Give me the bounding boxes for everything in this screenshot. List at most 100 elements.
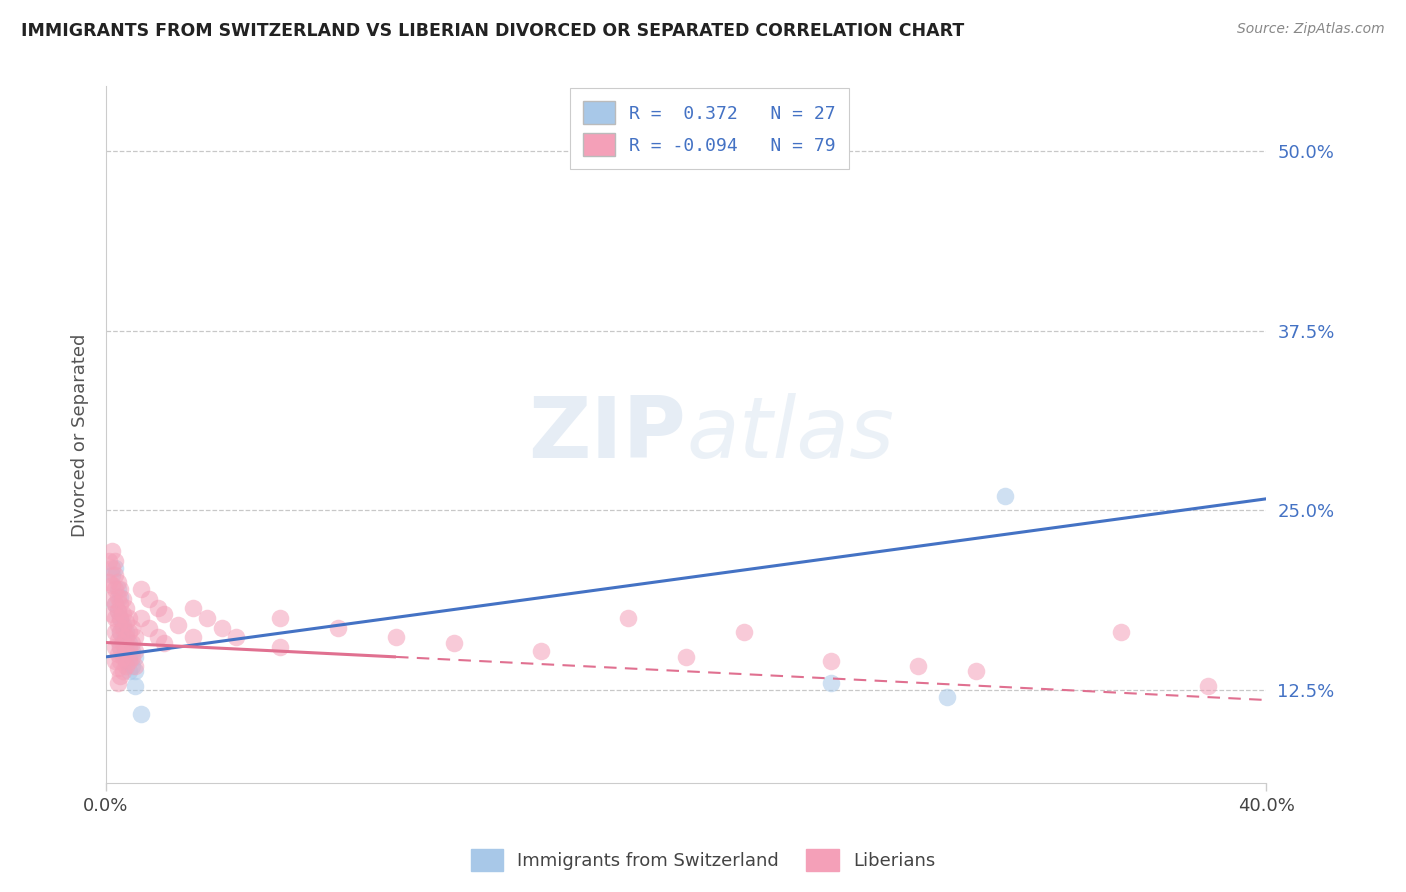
Point <box>107 647 129 661</box>
Point <box>104 625 127 640</box>
Point <box>118 649 141 664</box>
Point <box>121 621 143 635</box>
Point <box>104 597 127 611</box>
Point <box>107 590 129 604</box>
Point <box>115 644 138 658</box>
Point <box>107 575 129 590</box>
Point <box>112 607 135 621</box>
Point <box>530 644 553 658</box>
Point <box>124 679 146 693</box>
Point <box>225 630 247 644</box>
Point <box>1109 625 1132 640</box>
Y-axis label: Divorced or Separated: Divorced or Separated <box>72 334 89 537</box>
Point <box>675 649 697 664</box>
Point <box>124 649 146 664</box>
Point <box>118 665 141 679</box>
Point <box>129 582 152 597</box>
Point <box>110 668 132 682</box>
Point <box>138 592 160 607</box>
Point <box>115 654 138 668</box>
Point <box>121 658 143 673</box>
Point <box>115 615 138 630</box>
Point <box>820 675 842 690</box>
Point <box>326 621 349 635</box>
Point <box>118 611 141 625</box>
Point <box>112 592 135 607</box>
Point <box>118 625 141 640</box>
Point <box>617 611 640 625</box>
Point <box>110 625 132 640</box>
Point <box>181 601 204 615</box>
Point <box>100 578 122 592</box>
Point <box>100 607 122 621</box>
Point <box>965 665 987 679</box>
Point <box>104 611 127 625</box>
Point <box>110 582 132 597</box>
Point <box>100 561 122 575</box>
Point <box>110 654 132 668</box>
Point <box>269 640 291 654</box>
Point <box>104 582 127 597</box>
Point <box>110 611 132 625</box>
Point <box>907 658 929 673</box>
Point <box>124 644 146 658</box>
Text: Source: ZipAtlas.com: Source: ZipAtlas.com <box>1237 22 1385 37</box>
Point <box>107 661 129 675</box>
Point <box>112 618 135 632</box>
Point <box>118 635 141 649</box>
Point <box>146 630 169 644</box>
Point <box>118 640 141 654</box>
Point <box>110 625 132 640</box>
Point <box>115 625 138 640</box>
Point <box>107 604 129 618</box>
Point <box>121 635 143 649</box>
Point <box>115 640 138 654</box>
Point <box>104 640 127 654</box>
Point <box>107 582 129 597</box>
Point <box>100 592 122 607</box>
Point <box>97 575 120 590</box>
Point <box>146 601 169 615</box>
Point <box>443 635 465 649</box>
Point <box>121 644 143 658</box>
Point <box>820 654 842 668</box>
Point <box>129 611 152 625</box>
Point <box>112 665 135 679</box>
Point <box>112 649 135 664</box>
Point <box>104 597 127 611</box>
Point <box>167 618 190 632</box>
Point <box>385 630 408 644</box>
Point <box>269 611 291 625</box>
Point <box>138 621 160 635</box>
Point <box>104 654 127 668</box>
Point <box>936 690 959 705</box>
Point <box>110 640 132 654</box>
Point <box>211 621 233 635</box>
Point <box>97 553 120 567</box>
Point <box>124 658 146 673</box>
Point <box>112 647 135 661</box>
Point <box>110 640 132 654</box>
Point <box>181 630 204 644</box>
Point <box>110 590 132 604</box>
Point <box>104 553 127 567</box>
Point <box>100 568 122 582</box>
Point <box>129 707 152 722</box>
Point <box>110 611 132 625</box>
Legend: R =  0.372   N = 27, R = -0.094   N = 79: R = 0.372 N = 27, R = -0.094 N = 79 <box>569 88 849 169</box>
Point <box>110 597 132 611</box>
Point <box>153 635 176 649</box>
Point <box>104 561 127 575</box>
Point <box>107 604 129 618</box>
Point <box>733 625 755 640</box>
Point <box>115 658 138 673</box>
Point <box>153 607 176 621</box>
Point <box>107 618 129 632</box>
Text: IMMIGRANTS FROM SWITZERLAND VS LIBERIAN DIVORCED OR SEPARATED CORRELATION CHART: IMMIGRANTS FROM SWITZERLAND VS LIBERIAN … <box>21 22 965 40</box>
Point <box>107 675 129 690</box>
Point <box>118 654 141 668</box>
Point <box>112 635 135 649</box>
Point <box>994 489 1017 503</box>
Point <box>115 601 138 615</box>
Text: atlas: atlas <box>686 393 894 476</box>
